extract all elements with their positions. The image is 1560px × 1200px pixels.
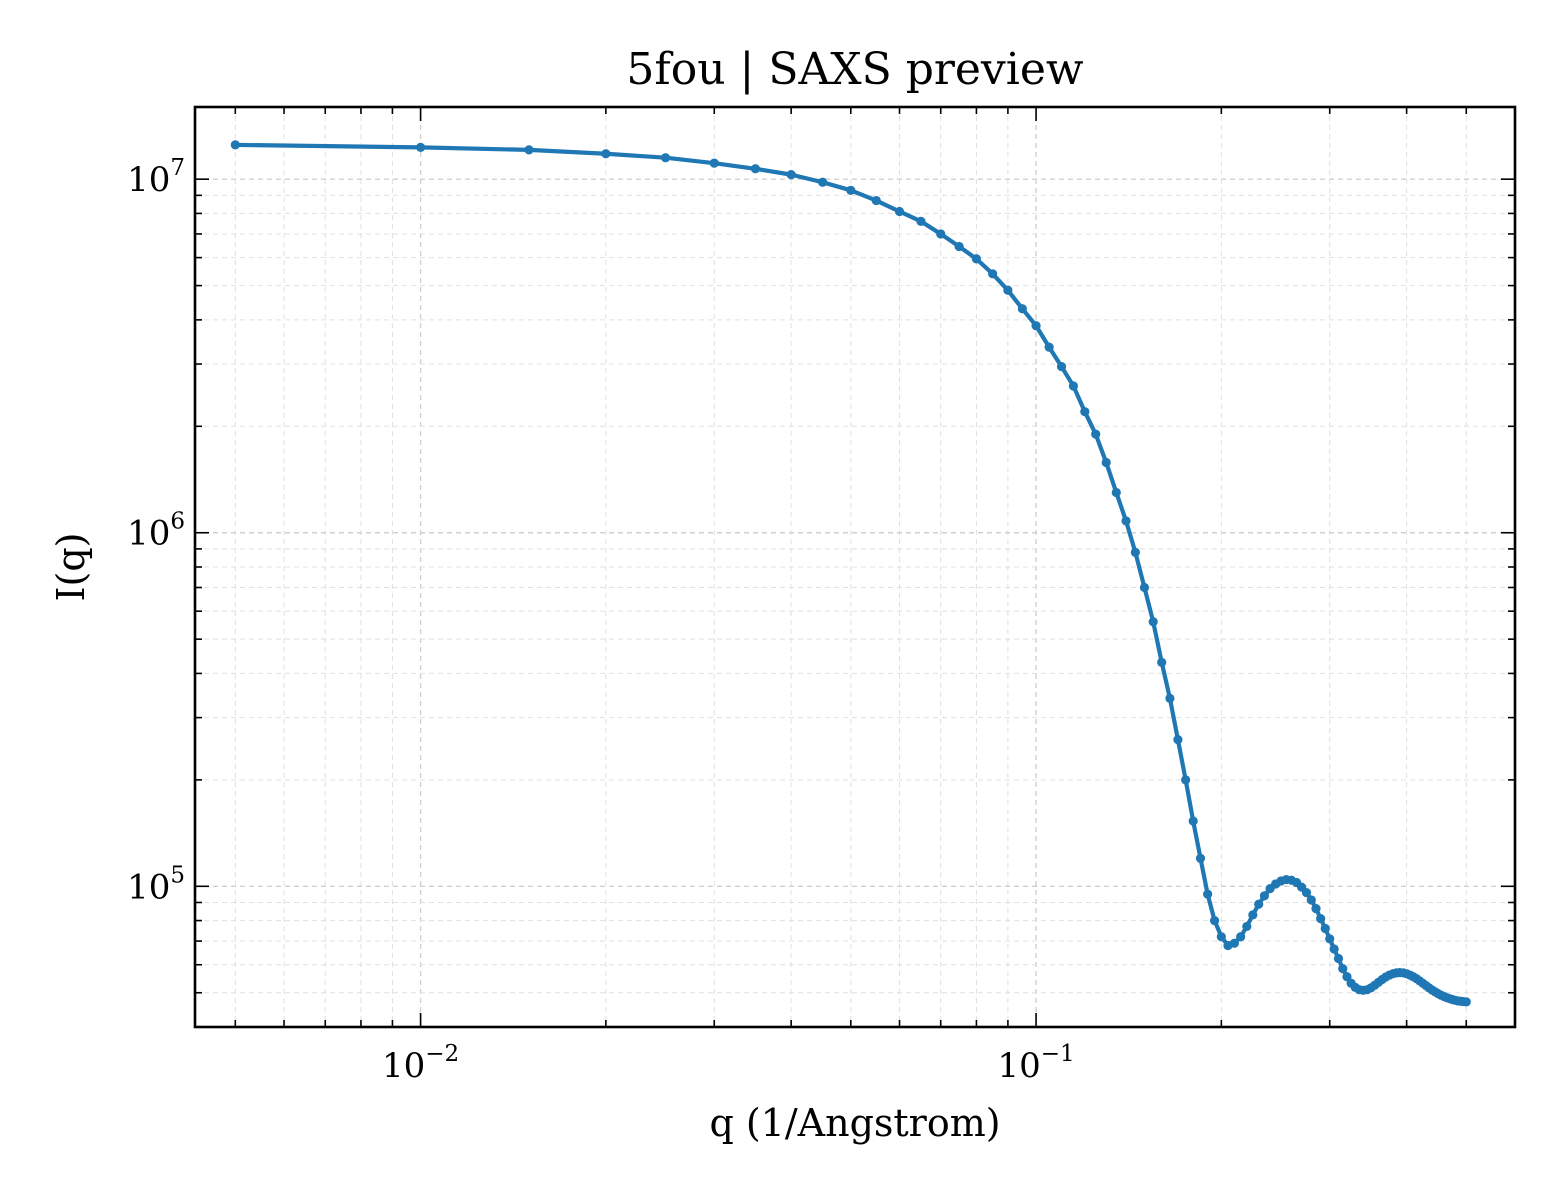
data-point <box>1111 487 1121 498</box>
y-tick-label: 107 <box>127 155 185 200</box>
data-point <box>1236 932 1246 942</box>
data-point <box>1031 321 1041 331</box>
data-point <box>709 158 719 168</box>
data-point <box>415 142 426 152</box>
chart-title: 5fou | SAXS preview <box>626 44 1083 95</box>
data-point <box>1148 617 1158 627</box>
data-point <box>1157 657 1167 667</box>
data-point <box>894 206 905 217</box>
data-point <box>846 185 856 195</box>
data-point <box>1188 816 1198 826</box>
data-point <box>1173 734 1183 745</box>
data-point <box>1338 964 1348 974</box>
data-point <box>1044 342 1054 352</box>
data-point <box>1130 547 1140 557</box>
y-tick-label: 105 <box>127 862 185 907</box>
data-point <box>660 153 671 163</box>
data-point <box>871 195 881 206</box>
x-tick-label: 10−1 <box>997 1041 1074 1086</box>
data-point <box>1306 895 1316 905</box>
data-point <box>524 145 534 155</box>
data-point <box>786 170 796 180</box>
y-tick-label-exponent: 7 <box>170 155 185 181</box>
data-point <box>1080 407 1090 417</box>
x-tick-label: 10−2 <box>382 1041 459 1086</box>
data-point <box>601 149 611 159</box>
data-point <box>1316 914 1326 924</box>
x-tick-label-exponent: −2 <box>425 1041 459 1067</box>
y-tick-label-base: 10 <box>127 514 170 554</box>
y-tick-label-exponent: 6 <box>170 509 185 535</box>
y-tick-label-exponent: 5 <box>170 862 185 888</box>
data-point <box>1195 853 1206 863</box>
data-point <box>818 177 828 187</box>
data-point <box>1325 934 1335 944</box>
data-point <box>1181 775 1191 785</box>
data-point <box>1311 903 1321 914</box>
data-point <box>1165 693 1175 703</box>
y-axis-label: I(q) <box>49 533 93 602</box>
data-point <box>230 140 240 150</box>
data-point <box>971 254 982 264</box>
y-tick-label-base: 10 <box>127 160 170 200</box>
data-point <box>1320 923 1330 934</box>
data-point <box>1139 582 1150 593</box>
data-point <box>1229 938 1239 948</box>
series-layer <box>230 140 1471 1007</box>
data-point <box>916 216 926 226</box>
data-point <box>750 164 761 174</box>
y-tick-label-base: 10 <box>127 867 170 907</box>
x-tick-label-base: 10 <box>382 1046 425 1086</box>
grid-lines <box>195 107 1515 1028</box>
data-point <box>1301 887 1312 898</box>
data-point <box>1121 516 1131 526</box>
data-point <box>1216 932 1226 942</box>
data-point <box>1333 953 1344 964</box>
data-point <box>1329 944 1339 954</box>
x-tick-label-exponent: −1 <box>1041 1041 1075 1067</box>
data-point <box>1259 891 1270 901</box>
data-point <box>1254 899 1264 909</box>
data-point <box>1209 915 1220 926</box>
data-point <box>1101 457 1111 468</box>
data-point <box>1203 889 1213 899</box>
y-tick-label: 106 <box>127 509 185 554</box>
data-point <box>1017 304 1027 314</box>
x-tick-label-base: 10 <box>997 1046 1040 1086</box>
data-point <box>1056 362 1067 372</box>
data-point <box>1248 910 1258 920</box>
data-point <box>1003 285 1013 295</box>
x-axis-label: q (1/Angstrom) <box>709 1101 1000 1145</box>
data-point <box>1091 429 1101 439</box>
data-point <box>936 229 946 239</box>
data-point <box>1242 921 1252 932</box>
data-point <box>954 241 964 252</box>
data-point <box>1461 997 1471 1007</box>
data-point <box>988 269 998 279</box>
data-point <box>1068 381 1079 391</box>
